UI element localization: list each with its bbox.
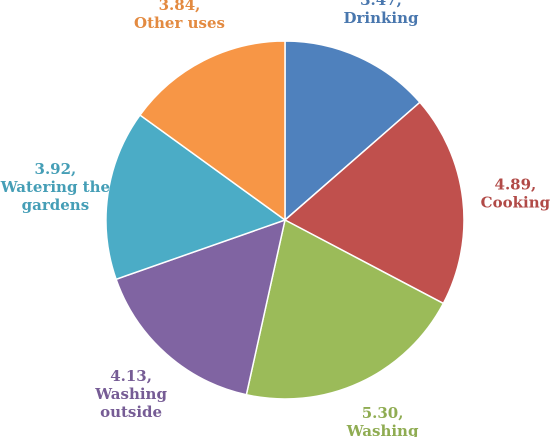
data-label-category: Drinking xyxy=(344,9,420,27)
pie-slices xyxy=(105,40,465,400)
data-label-category: Washing xyxy=(346,422,419,437)
data-label-value: 3.92, xyxy=(35,160,77,178)
data-label-watering-the-gardens: 3.92, Watering the gardens xyxy=(0,160,110,214)
pie-slice-watering-the-gardens xyxy=(105,114,287,281)
pie-slice-cooking xyxy=(283,101,465,305)
data-label-value: 3.84, xyxy=(159,0,201,14)
data-label-washing-outside: 4.13, Washing outside xyxy=(94,367,167,421)
pie-slice-drinking xyxy=(284,40,421,222)
data-label-cooking: 4.89, Cooking xyxy=(481,176,550,212)
data-label-value: 3.47, xyxy=(360,0,402,9)
pie-slice-other-uses xyxy=(138,40,286,222)
data-label-value: 4.13, xyxy=(110,367,152,385)
data-label-washing-inside: 5.30,Washinginside xyxy=(346,404,419,437)
data-label-other-uses: 3.84, Other uses xyxy=(134,0,225,32)
pie-slice-washing-inside xyxy=(245,218,445,400)
data-label-category: Cooking xyxy=(481,194,550,212)
data-label-value: 5.30, xyxy=(362,404,404,422)
data-label-category: Washing xyxy=(94,385,167,403)
data-label-category: gardens xyxy=(22,196,90,214)
data-label-category: outside xyxy=(100,403,162,421)
pie-slice-washing-outside xyxy=(115,218,287,396)
data-label-category: Watering the xyxy=(0,178,110,196)
data-label-value: 4.89, xyxy=(495,176,537,194)
data-label-category: Other uses xyxy=(134,14,225,32)
data-label-drinking: 3.47, Drinking xyxy=(344,0,420,27)
